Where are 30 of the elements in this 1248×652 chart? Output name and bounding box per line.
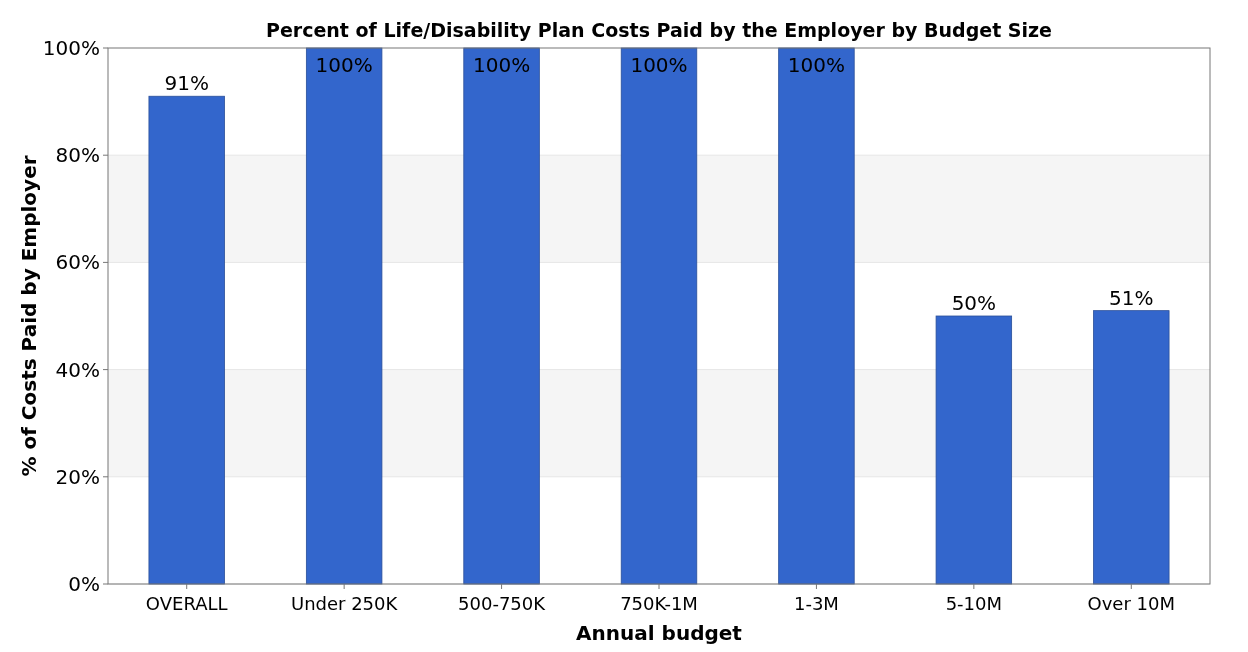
- bar: [620, 47, 698, 585]
- x-tick-label: Under 250K: [290, 593, 399, 614]
- bar: [1093, 310, 1170, 585]
- x-tick-label: 1-3M: [793, 593, 839, 614]
- y-tick-label: 60%: [55, 250, 100, 275]
- x-tick-label: OVERALL: [145, 593, 228, 614]
- data-label: 100%: [472, 53, 531, 77]
- data-label: 51%: [1109, 285, 1154, 310]
- chart-title: Percent of Life/Disability Plan Costs Paid by the Employer by Budget Size: [266, 19, 1052, 41]
- bar: [778, 47, 855, 585]
- bar: [463, 47, 540, 585]
- data-label: 100%: [630, 53, 688, 77]
- data-label: 100%: [315, 53, 373, 77]
- y-tick-label: 100%: [42, 36, 100, 60]
- data-label: 50%: [951, 291, 997, 315]
- x-tick-label: 5-10M: [945, 593, 1003, 614]
- x-tick-label: Over 10M: [1087, 593, 1176, 614]
- y-axis-title: % of Costs Paid by Employer: [17, 155, 41, 477]
- x-tick-label: 750K-1M: [620, 593, 698, 614]
- y-tick-label: 40%: [55, 357, 100, 382]
- x-tick-label: 500-750K: [458, 593, 547, 614]
- bar: [148, 95, 225, 585]
- bar: [305, 47, 383, 585]
- data-label: 100%: [787, 53, 846, 77]
- data-label: 91%: [164, 71, 209, 96]
- x-axis-title: Annual budget: [576, 621, 743, 645]
- y-tick-label: 80%: [55, 143, 100, 168]
- y-tick-label: 0%: [68, 572, 100, 596]
- bar: [935, 315, 1013, 585]
- y-tick-label: 20%: [55, 464, 100, 489]
